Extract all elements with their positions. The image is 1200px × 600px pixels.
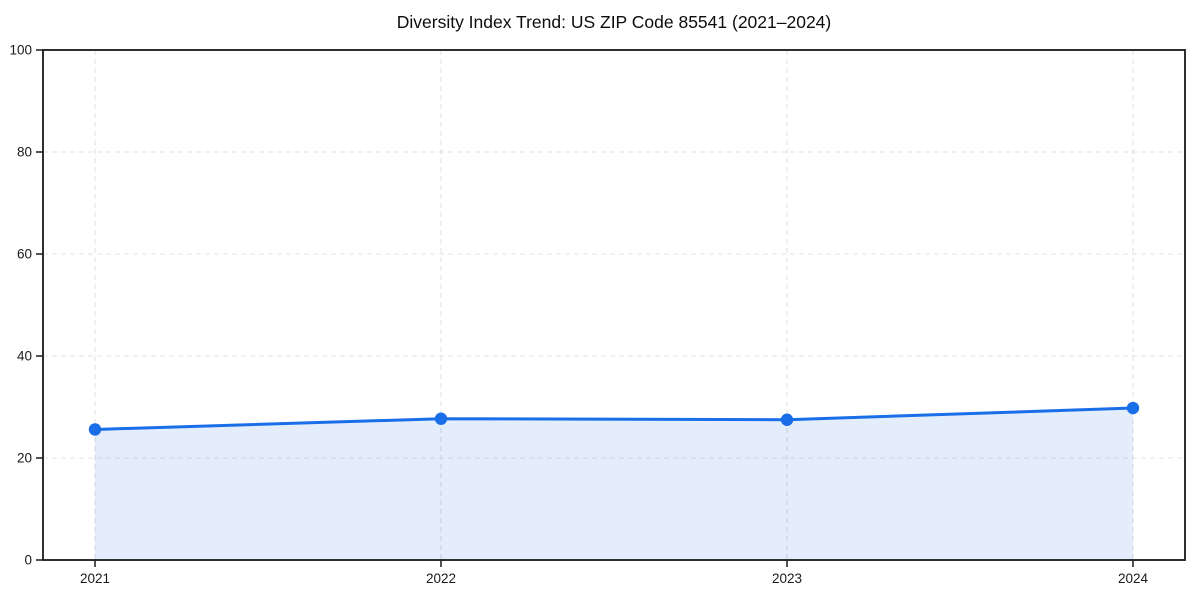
- y-tick-label-80: 80: [17, 145, 32, 160]
- trend-line: [93, 406, 1135, 431]
- y-tick-label-100: 100: [9, 43, 32, 58]
- y-tick-label-20: 20: [17, 451, 32, 466]
- y-tick-label-60: 60: [17, 247, 32, 262]
- data-points: [88, 401, 1140, 436]
- axis-ticks: 2021 2022 2023 2024 0 20 40 60 80 100: [9, 43, 1148, 587]
- data-point-2021: [88, 423, 102, 436]
- data-point-2024: [1126, 401, 1140, 415]
- data-point-2022: [434, 412, 448, 425]
- y-tick-label-0: 0: [24, 553, 32, 568]
- x-tick-label-2024: 2024: [1118, 571, 1149, 586]
- x-tick-label-2023: 2023: [772, 571, 802, 586]
- plot-border: [42, 49, 1186, 561]
- area-fill: [95, 408, 1133, 560]
- x-tick-label-2022: 2022: [426, 571, 456, 586]
- chart-title: Diversity Index Trend: US ZIP Code 85541…: [396, 12, 832, 32]
- y-tick-label-40: 40: [17, 349, 32, 364]
- data-point-2023: [780, 413, 794, 426]
- x-tick-label-2021: 2021: [80, 571, 110, 586]
